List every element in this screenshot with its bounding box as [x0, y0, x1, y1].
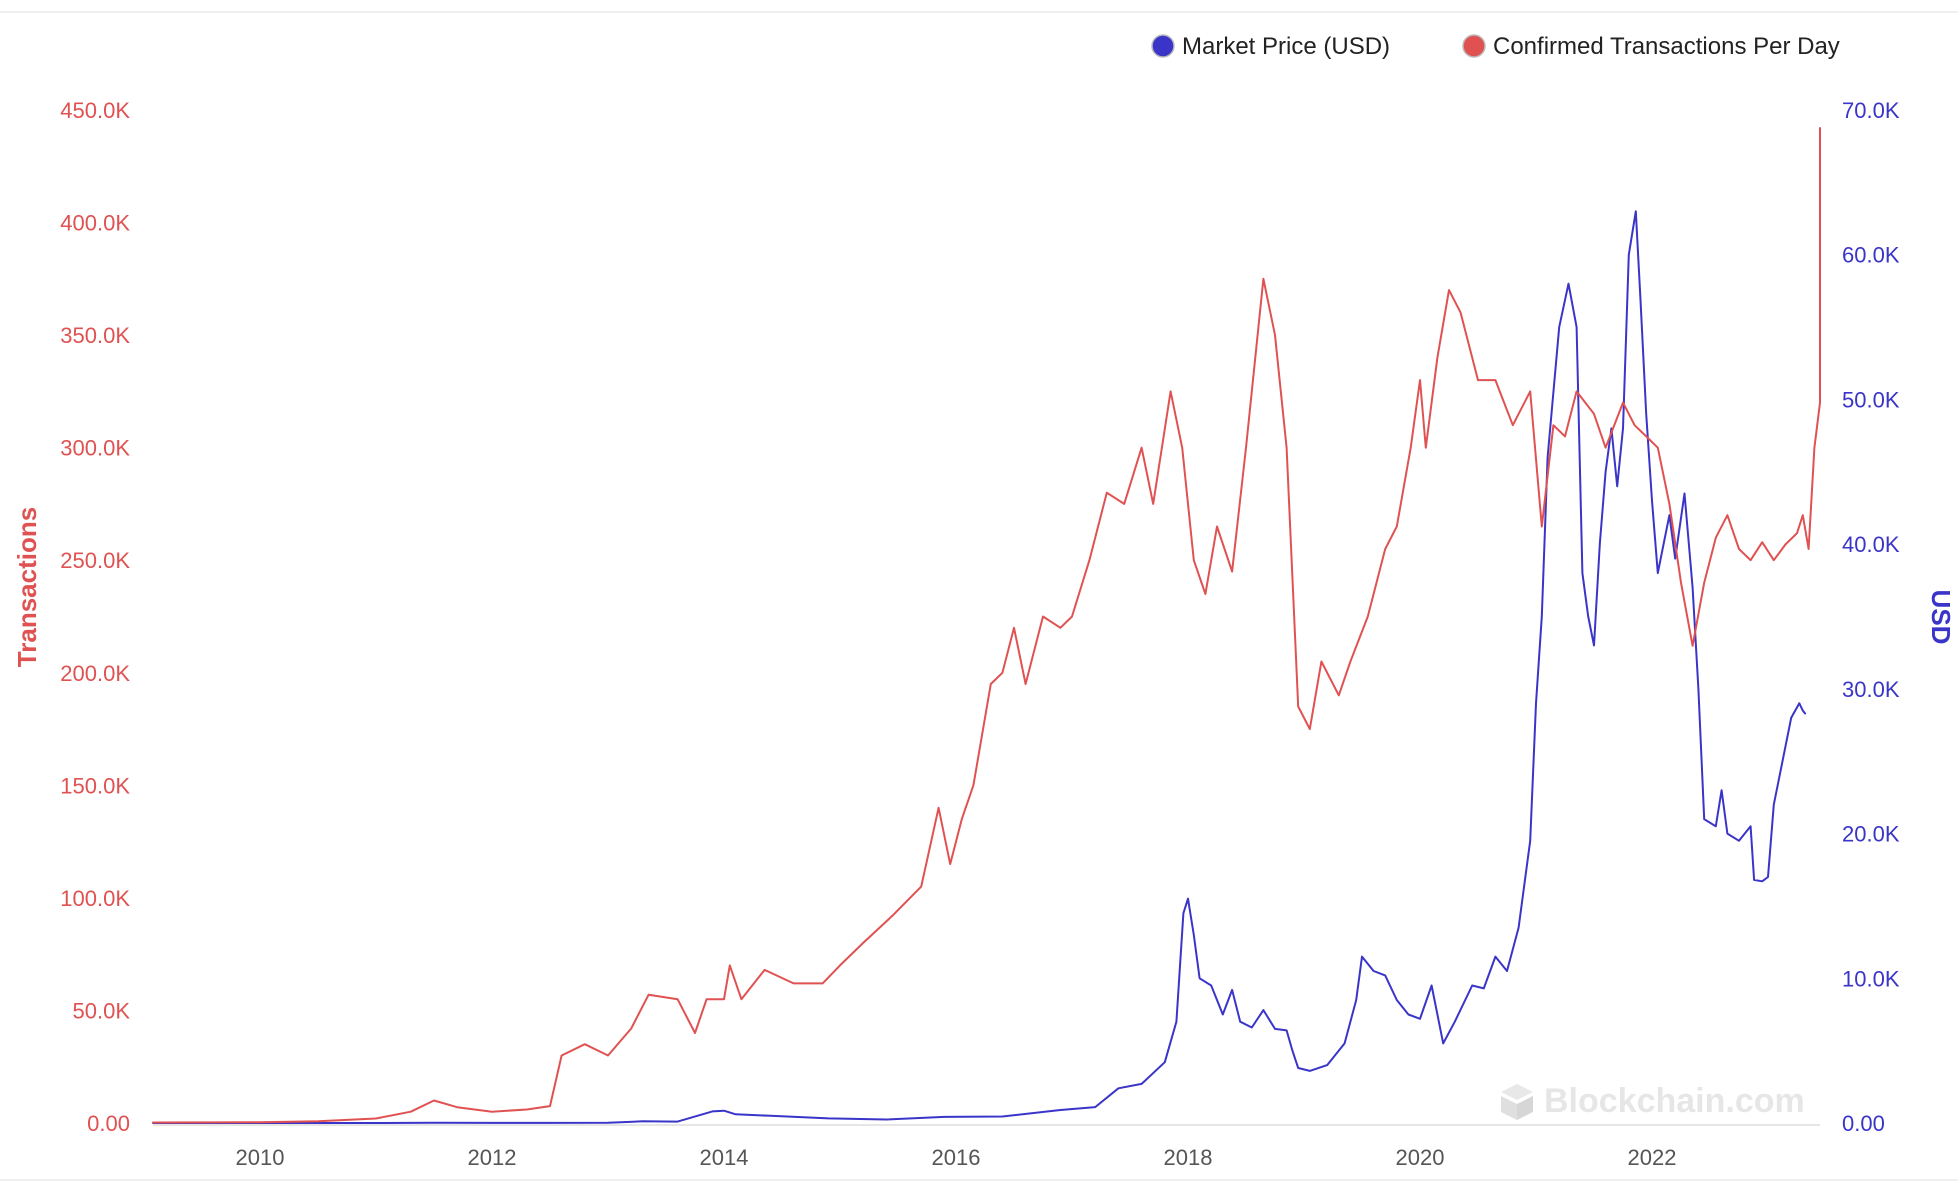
x-tick-label: 2014 — [700, 1145, 749, 1170]
x-tick-label: 2020 — [1396, 1145, 1445, 1170]
left-tick-label: 250.0K — [60, 548, 130, 573]
left-tick-label: 300.0K — [60, 436, 130, 461]
right-axis-ticks: 0.00 10.0K 20.0K 30.0K 40.0K 50.0K 60.0K 70.0K — [1842, 98, 1900, 1136]
right-tick-label: 60.0K — [1842, 243, 1900, 268]
legend-item-market-price[interactable]: Market Price (USD) — [1151, 33, 1390, 60]
left-axis-title: Transactions — [12, 507, 42, 667]
transactions-series-line — [152, 127, 1821, 1124]
right-tick-label: 70.0K — [1842, 98, 1900, 123]
legend-label-transactions: Confirmed Transactions Per Day — [1493, 33, 1840, 60]
legend-label-market-price: Market Price (USD) — [1182, 33, 1390, 60]
left-tick-label: 50.0K — [73, 998, 131, 1023]
right-tick-label: 50.0K — [1842, 387, 1900, 412]
legend: Market Price (USD) Confirmed Transaction… — [1151, 33, 1840, 60]
right-tick-label: 40.0K — [1842, 532, 1900, 557]
left-tick-label: 200.0K — [60, 661, 130, 686]
blockchain-logo-icon — [1501, 1084, 1533, 1120]
left-tick-label: 350.0K — [60, 323, 130, 348]
market-price-series-line — [152, 210, 1807, 1124]
x-tick-label: 2012 — [468, 1145, 517, 1170]
x-tick-label: 2018 — [1164, 1145, 1213, 1170]
x-tick-label: 2016 — [932, 1145, 981, 1170]
left-tick-label: 400.0K — [60, 211, 130, 236]
x-tick-label: 2022 — [1628, 1145, 1677, 1170]
right-axis-title: USD — [1926, 590, 1956, 645]
right-tick-label: 30.0K — [1842, 677, 1900, 702]
watermark-text: Blockchain.com — [1544, 1082, 1805, 1120]
x-tick-label: 2010 — [236, 1145, 285, 1170]
blockchain-watermark: Blockchain.com — [1501, 1082, 1805, 1120]
market-price-dot-icon — [1151, 34, 1175, 58]
x-axis-ticks: 2010 2012 2014 2016 2018 2020 2022 — [236, 1145, 1677, 1170]
left-tick-label: 100.0K — [60, 886, 130, 911]
transactions-dot-icon — [1462, 34, 1486, 58]
right-tick-label: 10.0K — [1842, 966, 1900, 991]
left-tick-label: 450.0K — [60, 98, 130, 123]
left-tick-label: 150.0K — [60, 773, 130, 798]
legend-item-transactions[interactable]: Confirmed Transactions Per Day — [1462, 33, 1840, 60]
right-tick-label: 20.0K — [1842, 822, 1900, 847]
left-tick-label: 0.00 — [87, 1111, 130, 1136]
series-group — [152, 127, 1821, 1124]
left-axis-ticks: 0.00 50.0K 100.0K 150.0K 200.0K 250.0K 300.0K 3… — [60, 98, 130, 1136]
right-tick-label: 0.00 — [1842, 1111, 1885, 1136]
